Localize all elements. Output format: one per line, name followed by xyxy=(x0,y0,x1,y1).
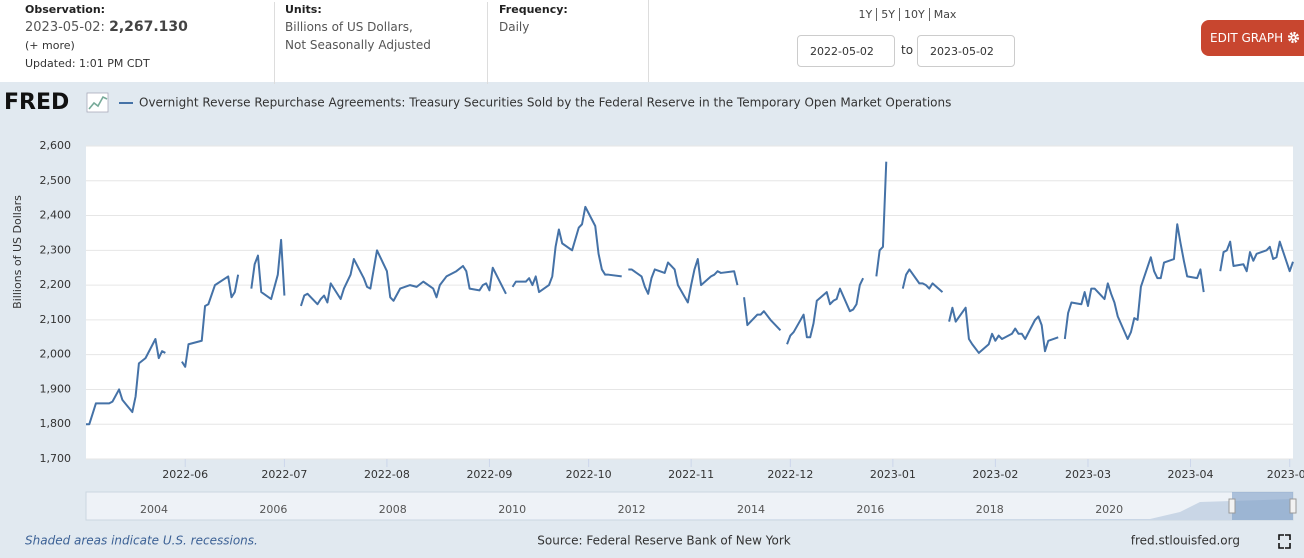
navigator-handle[interactable] xyxy=(1228,498,1236,514)
button-label: EDIT GRAPH xyxy=(1210,31,1284,45)
logo-icon xyxy=(86,92,109,113)
legend-label: Overnight Reverse Repurchase Agreements:… xyxy=(139,96,951,110)
label: Frequency: xyxy=(499,3,568,16)
range-links: 1Y 5Y 10Y Max xyxy=(830,8,985,21)
y-tick-label: 2,100 xyxy=(40,313,72,326)
navigator-year: 2018 xyxy=(976,503,1004,516)
x-tick-label: 2022-12 xyxy=(767,468,813,481)
x-tick-label: 2022-07 xyxy=(261,468,307,481)
navigator-year: 2008 xyxy=(379,503,407,516)
series-line xyxy=(86,161,1294,426)
y-tick-label: 2,600 xyxy=(40,139,72,152)
x-tick-label: 2023-04 xyxy=(1168,468,1214,481)
updated: Updated: 1:01 PM CDT xyxy=(25,57,150,70)
plot-layer: 1,700 1,800 1,900 2,000 2,100 2,200 2,300 2,400… xyxy=(40,139,1304,481)
range-link[interactable]: 1Y xyxy=(858,8,873,21)
navigator-selection[interactable] xyxy=(1232,492,1293,520)
x-tick-label: 2022-06 xyxy=(162,468,208,481)
navigator-year: 2004 xyxy=(140,503,168,516)
navigator-year: 2010 xyxy=(498,503,526,516)
units-line: Billions of US Dollars, xyxy=(285,20,413,34)
y-axis-label: Billions of US Dollars xyxy=(11,195,24,309)
x-tick-label: 2022-08 xyxy=(364,468,410,481)
units-line: Not Seasonally Adjusted xyxy=(285,38,431,52)
label: Observation: xyxy=(25,3,106,16)
navigator-handle[interactable] xyxy=(1289,498,1297,514)
fullscreen-icon[interactable] xyxy=(1278,534,1291,549)
value: 2,267.130 xyxy=(109,19,188,35)
edit-graph-button[interactable]: EDIT GRAPH xyxy=(1201,20,1304,56)
logo: FRED xyxy=(4,90,69,115)
frequency: Frequency: Daily xyxy=(487,2,568,84)
y-tick-label: 2,200 xyxy=(40,278,72,291)
x-tick-label: 2023-03 xyxy=(1065,468,1111,481)
site-link[interactable]: fred.stlouisfed.org xyxy=(1131,534,1240,548)
y-tick-label: 1,700 xyxy=(40,452,72,465)
y-tick-label: 2,300 xyxy=(40,243,72,256)
start-date-input[interactable]: 2022-05-02 xyxy=(797,35,895,67)
separator xyxy=(648,0,650,82)
x-tick-label: 2023-02 xyxy=(972,468,1018,481)
to-label: to xyxy=(901,43,914,57)
navigator-year: 2014 xyxy=(737,503,765,516)
x-tick-label: 2022-09 xyxy=(466,468,512,481)
x-tick-label: 2023-05 xyxy=(1267,468,1304,481)
units: Units: Billions of US Dollars, Not Seaso… xyxy=(274,2,431,84)
observation-row: 2023-05-02: 2,267.130 xyxy=(25,18,188,37)
y-tick-label: 1,900 xyxy=(40,382,72,395)
navigator-year: 2020 xyxy=(1095,503,1123,516)
observation: Observation: 2023-05-02: 2,267.130 (+ mo… xyxy=(25,2,188,84)
label: Units: xyxy=(285,3,322,16)
plot-area xyxy=(86,146,1293,459)
more-link[interactable]: (+ more) xyxy=(25,39,75,52)
navigator-year: 2006 xyxy=(259,503,287,516)
y-tick-label: 2,000 xyxy=(40,348,72,361)
x-tick-label: 2022-10 xyxy=(566,468,612,481)
chart: FRED Overnight Reverse Repurchase Agreem… xyxy=(4,90,1304,549)
end-date-input[interactable]: 2023-05-02 xyxy=(917,35,1015,67)
navigator-area xyxy=(86,499,1293,520)
navigator-year: 2012 xyxy=(618,503,646,516)
y-tick-label: 2,500 xyxy=(40,174,72,187)
date: 2023-05-02: xyxy=(25,20,105,35)
source: Source: Federal Reserve Bank of New York xyxy=(537,534,791,548)
gear-icon xyxy=(1287,31,1300,44)
y-tick-label: 1,800 xyxy=(40,417,72,430)
range-link[interactable]: 5Y xyxy=(876,8,899,21)
frequency-value: Daily xyxy=(499,20,530,34)
recession-note: Shaded areas indicate U.S. recessions. xyxy=(25,534,258,548)
range-link[interactable]: Max xyxy=(928,8,961,21)
x-tick-label: 2023-01 xyxy=(870,468,916,481)
navigator-year: 2016 xyxy=(856,503,884,516)
range-link[interactable]: 10Y xyxy=(898,8,929,21)
x-tick-label: 2022-11 xyxy=(668,468,714,481)
y-tick-label: 2,400 xyxy=(40,209,72,222)
header: Observation: 2023-05-02: 2,267.130 (+ mo… xyxy=(0,0,1304,84)
